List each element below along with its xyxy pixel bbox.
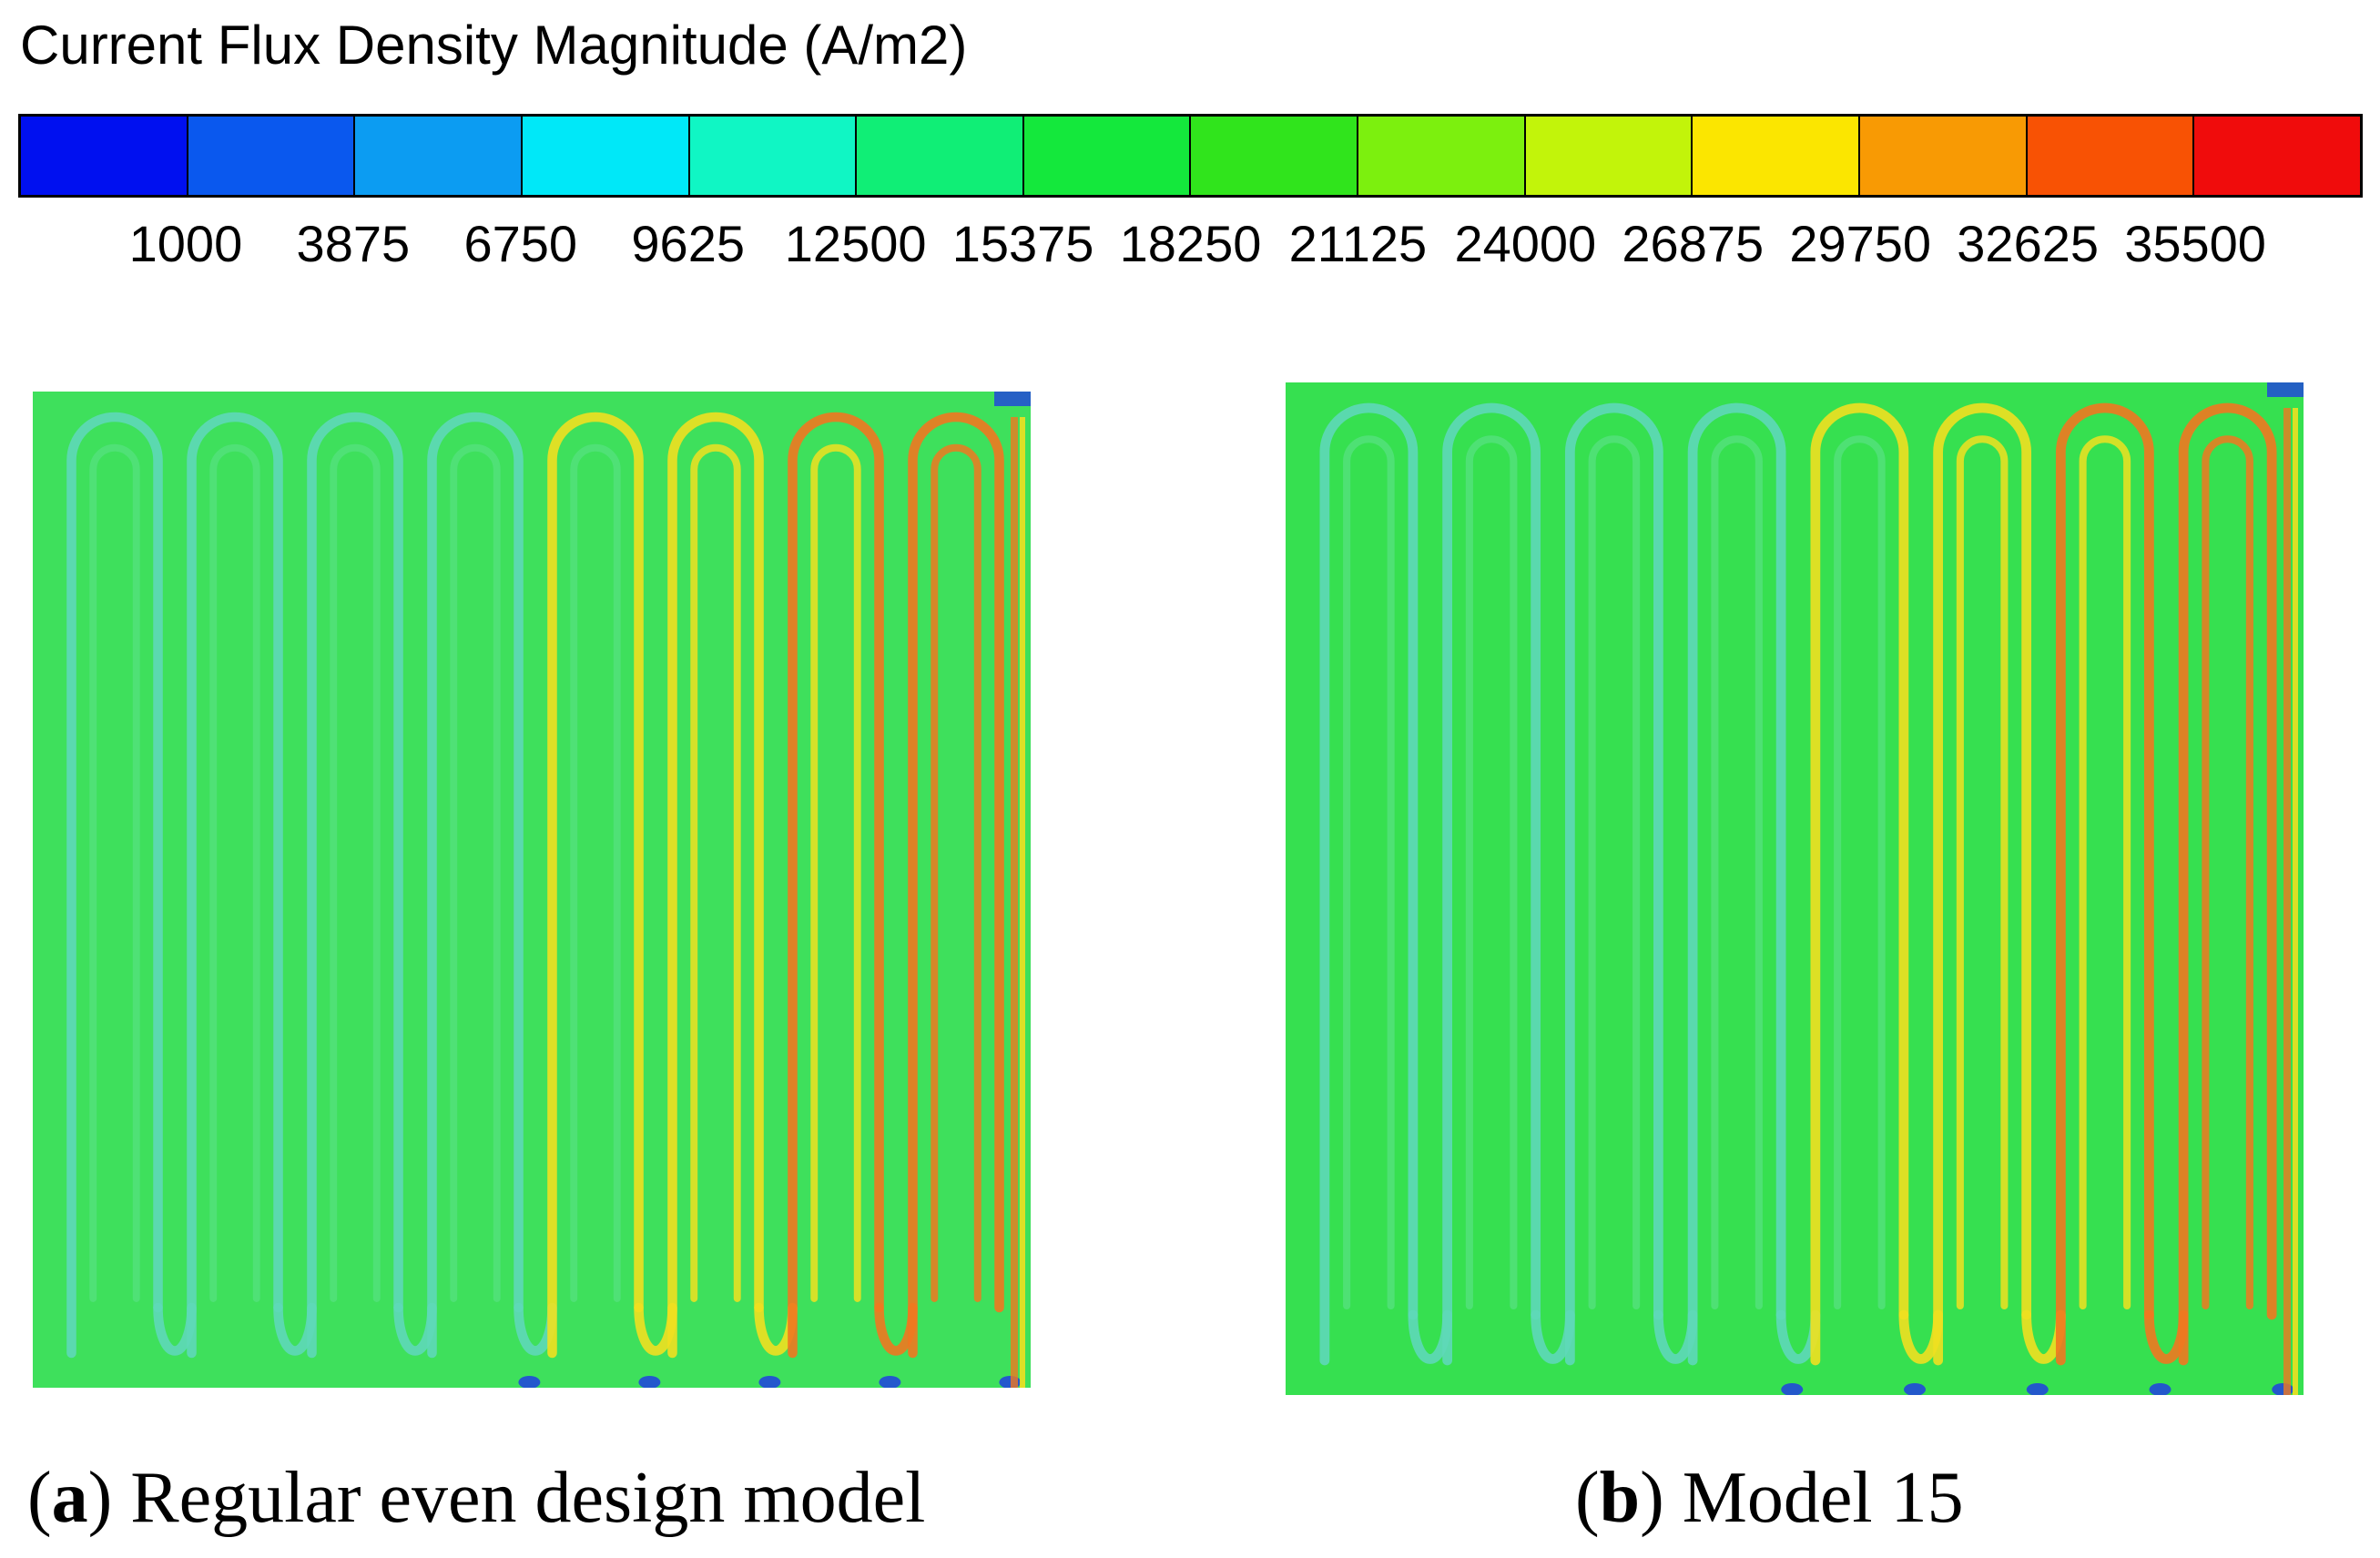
colorbar-segment-8 — [1191, 117, 1359, 195]
low-flux-spot — [638, 1376, 661, 1388]
caption-a-letter: a — [51, 1458, 88, 1538]
colorbar-tick-labels: 1000 3875 6750 9625 12500 15375 18250 21125 2400… — [18, 208, 2363, 280]
channel-loop-inner — [1834, 435, 1886, 1310]
colorbar-tick-label: 35500 — [2124, 215, 2266, 272]
colorbar-tick-label: 18250 — [1119, 215, 1262, 272]
channel-loop-outer — [667, 412, 764, 1359]
colorbar-segment-12 — [1860, 117, 2028, 195]
low-flux-spot — [2026, 1383, 2049, 1395]
channel-loop-inner — [1465, 435, 1518, 1310]
channel-loop-inner — [1711, 435, 1763, 1310]
channel-loop-outer — [1319, 402, 1419, 1366]
colorbar-tick-label: 29750 — [1789, 215, 1932, 272]
colorbar-segment-3 — [355, 117, 523, 195]
low-flux-spot — [1904, 1383, 1927, 1395]
low-flux-spot — [1781, 1383, 1804, 1395]
contour-panel-a — [33, 392, 1031, 1388]
colorbar-segment-6 — [857, 117, 1024, 195]
channel-loop-outer — [427, 412, 524, 1359]
channel-loop-outer — [908, 412, 1004, 1359]
channel-loop-inner — [810, 443, 861, 1302]
colorbar-segment-11 — [1693, 117, 1861, 195]
colorbar-segment-5 — [689, 117, 858, 195]
colorbar-tick-label: 15375 — [951, 215, 1094, 272]
channel-loop-inner — [570, 443, 621, 1302]
caption-b-text: ) Model 15 — [1640, 1458, 1964, 1538]
caption-b-letter: b — [1599, 1458, 1641, 1538]
channel-loop-outer — [1933, 402, 2032, 1366]
colorbar-tick-label: 12500 — [784, 215, 927, 272]
channel-loop-outer — [547, 412, 644, 1359]
contour-plot-regular-even — [33, 392, 1031, 1388]
caption-b: (b) Model 15 — [1575, 1458, 1964, 1538]
colorbar-tick-label: 21125 — [1288, 215, 1428, 272]
channel-loop-outer — [1564, 402, 1663, 1366]
colorbar-tick-label: 9625 — [631, 215, 745, 272]
colorbar-tick-label: 3875 — [296, 215, 411, 272]
channel-loop-inner — [89, 443, 140, 1302]
contour-plot-model-15 — [1286, 382, 2304, 1395]
corner-low-flux — [2267, 382, 2304, 397]
channel-loop-outer — [2178, 402, 2277, 1366]
low-flux-spot — [879, 1376, 901, 1388]
channel-loop-outer — [66, 412, 163, 1359]
channel-loop-outer — [187, 412, 283, 1359]
channel-loop-inner — [2202, 435, 2253, 1310]
channel-loop-inner — [1343, 435, 1395, 1310]
edge-stripe-hot — [1011, 417, 1018, 1388]
colorbar-segment-7 — [1023, 117, 1192, 195]
edge-stripe-warm — [2293, 408, 2298, 1395]
channel-loop-outer — [2055, 402, 2154, 1366]
colorbar-segment-1 — [21, 117, 188, 195]
colorbar-tick-label: 32625 — [1957, 215, 2100, 272]
colorbar-title: Current Flux Density Magnitude (A/m2) — [20, 15, 968, 76]
colorbar-segment-9 — [1358, 117, 1526, 195]
caption-a-text: ) Regular even design model — [87, 1458, 926, 1538]
field-background — [33, 392, 1031, 1388]
colorbar-segment-2 — [188, 117, 356, 195]
colorbar-tick-label: 24000 — [1454, 215, 1597, 272]
colorbar — [18, 114, 2363, 198]
colorbar-segment-4 — [522, 117, 690, 195]
colorbar-tick-label: 1000 — [128, 215, 243, 272]
channel-loop-inner — [1588, 435, 1641, 1310]
channel-loop-outer — [1810, 402, 1909, 1366]
channel-loop-inner — [2079, 435, 2131, 1310]
field-background — [1286, 382, 2304, 1395]
channel-loop-inner — [931, 443, 981, 1302]
colorbar-tick-label: 6750 — [463, 215, 578, 272]
edge-stripe-hot — [2283, 408, 2291, 1395]
channel-loop-outer — [1442, 402, 1541, 1366]
channel-loop-inner — [1956, 435, 2009, 1310]
colorbar-segment-10 — [1525, 117, 1693, 195]
edge-stripe-warm — [1020, 417, 1025, 1388]
channel-loop-inner — [690, 443, 741, 1302]
corner-low-flux — [994, 392, 1031, 406]
contour-panel-b — [1286, 382, 2304, 1395]
channel-loop-outer — [1687, 402, 1786, 1366]
low-flux-spot — [758, 1376, 781, 1388]
low-flux-spot — [2149, 1383, 2171, 1395]
channel-loop-outer — [307, 412, 403, 1359]
caption-a: (a) Regular even design model — [27, 1458, 926, 1538]
colorbar-tick-label: 26875 — [1622, 215, 1765, 272]
colorbar-segment-14 — [2194, 117, 2360, 195]
channel-loop-inner — [450, 443, 501, 1302]
channel-loop-inner — [209, 443, 260, 1302]
channel-loop-outer — [788, 412, 884, 1359]
colorbar-segment-13 — [2027, 117, 2195, 195]
low-flux-spot — [518, 1376, 541, 1388]
channel-loop-inner — [330, 443, 381, 1302]
